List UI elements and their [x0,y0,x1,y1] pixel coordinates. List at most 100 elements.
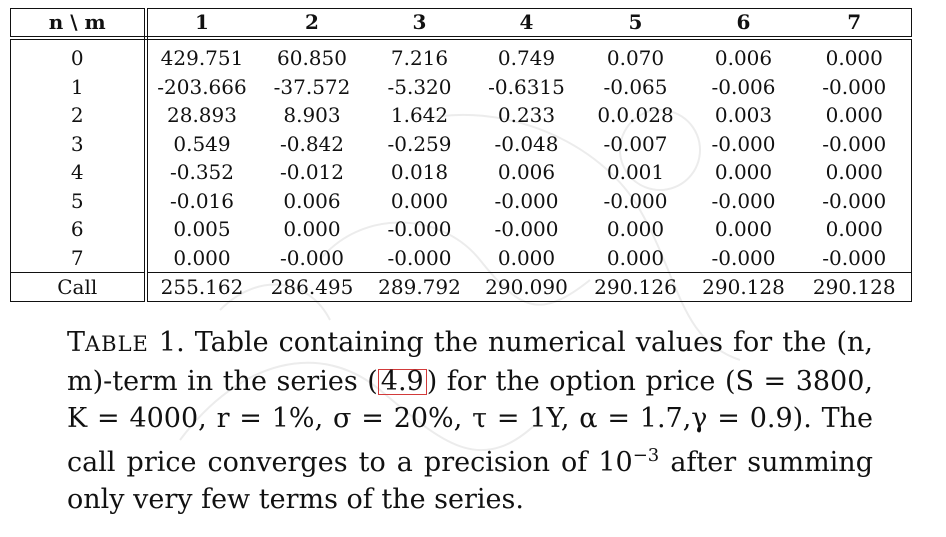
table-cell: 0.006 [283,188,341,213]
table-cell: -0.000 [797,72,912,101]
table-cell: -0.000 [711,131,776,156]
table-cell: 0.000 [497,245,556,270]
row-index: 7 [10,243,148,273]
table-row: 7 0.000 -0.000 -0.000 0.000 0.000 -0.000 -0.000 [10,243,912,273]
table-cell: 0.000 [797,158,912,187]
table-cell: 0.000 [714,217,773,241]
table-cell: -0.000 [494,217,559,241]
table-cell: -0.000 [711,188,776,213]
table-row: 5 -0.016 0.006 0.000 -0.000 -0.000 -0.000 -0.00… [10,186,912,215]
column-header: 5 [581,8,690,40]
call-row: Call 255.162 286.495 289.792 290.090 290… [10,272,912,302]
caption-text-3: ) for the option price (S = [426,366,787,397]
table-cell: 0.070 [606,46,665,70]
table-row: 2 28.893 8.903 1.642 0.233 0.0.028 0.003 0.000 [10,101,912,130]
table-cell: 60.850 [277,46,347,70]
table-cell: -0.000 [387,217,452,241]
table-cell: 0.000 [606,217,665,241]
row-index: 6 [10,215,148,244]
table-cell: -0.065 [603,74,668,99]
table-cell: -37.572 [273,74,351,99]
call-value: 290.128 [797,272,912,302]
table-cell: 0.000 [714,160,773,184]
column-header: 7 [797,8,912,40]
table-cell: 0.000 [797,101,912,130]
table-cell: -0.6315 [488,74,565,99]
table-cell: 0.000 [606,245,665,270]
row-index: 3 [10,129,148,158]
table-cell: -0.006 [711,74,776,99]
table-cell: -0.259 [387,131,452,156]
table-row: 4 -0.352 -0.012 0.018 0.006 0.001 0.000 0.000 [10,158,912,187]
call-value: 290.090 [471,272,582,302]
row-index: 5 [10,186,148,215]
table-cell: 0.549 [173,131,231,156]
call-value: 289.792 [367,272,472,302]
column-header: 4 [471,8,582,40]
table-cell: -0.000 [494,188,559,213]
table-cell: 0.000 [283,217,341,241]
caption-text-6: after [659,447,737,478]
table-cell: -0.352 [169,160,234,184]
table-cell: 0.000 [173,245,231,270]
column-header: 6 [689,8,798,40]
table-cell: -0.048 [494,131,559,156]
column-header: 3 [367,8,472,40]
table-cell: 28.893 [167,103,237,127]
table-row: 6 0.005 0.000 -0.000 -0.000 0.000 0.000 0.000 [10,215,912,244]
table-cell: 0.000 [390,188,449,213]
header-row: n \ m 1 2 3 4 5 6 7 [10,8,912,40]
table-cell: -0.000 [797,243,912,273]
table-cell: 0.003 [714,103,773,127]
table-cell: 0.749 [497,46,556,70]
caption-text-4: 3800, K = 4000, r = 1%, σ = 20%, τ = 1Y,… [67,366,873,434]
call-value: 290.128 [689,272,798,302]
call-label: Call [10,272,148,302]
table-cell: 0.233 [497,103,556,127]
results-table: n \ m 1 2 3 4 5 6 7 0 429.751 60.850 7.216 0… [10,8,912,302]
row-index: 0 [10,38,148,73]
table-cell: 0.000 [797,38,912,73]
column-header: 1 [145,8,257,40]
table-row: 0 429.751 60.850 7.216 0.749 0.070 0.006 0.000 [10,38,912,73]
row-index: 2 [10,101,148,130]
caption-text-1: Table containing the numerical values fo… [194,327,827,358]
table-cell: -0.000 [279,245,344,270]
call-value: 286.495 [256,272,368,302]
caption-text-5: 0.9). The call price converges to a prec… [67,403,873,478]
equation-ref-link[interactable]: 4.9 [377,368,427,395]
table-row: 1 -203.666 -37.572 -5.320 -0.6315 -0.065 -0.00… [10,72,912,101]
table-cell: 0.006 [497,160,556,184]
table-cell: -0.007 [603,131,668,156]
caption-text-2: (n, m)-term in the series ( [67,327,873,397]
results-table-container: n \ m 1 2 3 4 5 6 7 0 429.751 60.850 7.216 0… [10,8,912,302]
table-cell: 0.005 [173,217,231,241]
caption-number: 1. [158,327,185,358]
table-body: 0 429.751 60.850 7.216 0.749 0.070 0.006 0.000 1… [10,38,912,273]
table-cell: 0.0.028 [597,103,674,127]
table-cell: -5.320 [387,74,452,99]
call-value: 255.162 [145,272,257,302]
column-header: 2 [256,8,368,40]
table-cell: -0.842 [279,131,344,156]
table-row: 3 0.549 -0.842 -0.259 -0.048 -0.007 -0.000 -0.0… [10,129,912,158]
row-index: 4 [10,158,148,187]
table-cell: 0.006 [714,46,773,70]
table-cell: 0.001 [606,160,665,184]
table-cell: -0.000 [711,245,776,270]
table-caption: TABLE 1. Table containing the numerical … [67,324,873,518]
call-value: 290.126 [581,272,690,302]
table-cell: 0.018 [390,160,449,184]
table-cell: 429.751 [160,46,244,70]
caption-text-7: summing only very few terms of the serie… [67,447,873,515]
row-index: 1 [10,72,148,101]
table-cell: 8.903 [283,103,341,127]
table-cell: -203.666 [157,74,247,99]
caption-exponent: −3 [632,445,660,466]
table-cell: -0.000 [797,129,912,158]
table-cell: -0.012 [279,160,344,184]
table-cell: 0.000 [797,215,912,244]
corner-label: n \ m [10,8,148,40]
table-cell: 1.642 [390,103,449,127]
caption-label: TABLE [67,327,149,358]
